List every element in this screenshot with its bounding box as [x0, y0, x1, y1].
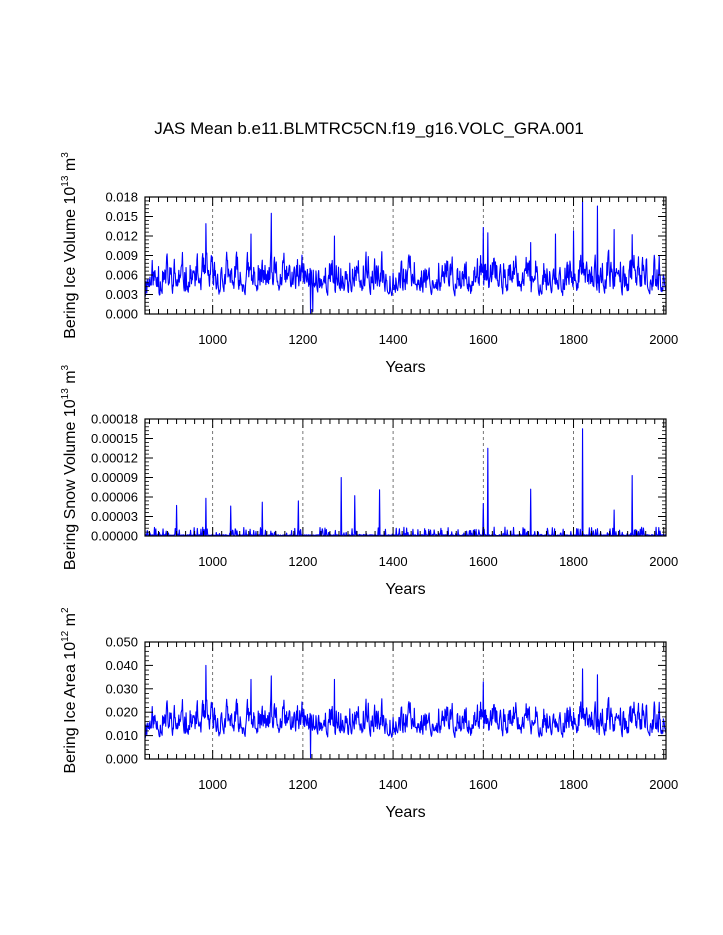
x-tick-label: 2000: [649, 777, 678, 792]
y-tick-label: 0.006: [105, 268, 138, 283]
series-line: [144, 201, 667, 314]
y-label-text: Bering Ice Area 10: [62, 642, 79, 774]
y-label-unit: m: [62, 370, 79, 388]
x-tick-label: 2000: [649, 554, 678, 569]
series-line: [144, 664, 667, 759]
y-tick-label: 0.00000: [91, 529, 138, 544]
y-tick-label: 0.010: [105, 728, 138, 743]
y-tick-label: 0.012: [105, 229, 138, 244]
x-tick-label: 1000: [198, 554, 227, 569]
y-label-exponent: 13: [60, 175, 71, 187]
x-tick-label: 1200: [288, 332, 317, 347]
y-label-unit: m: [62, 613, 79, 631]
y-tick-label: 0.018: [105, 190, 138, 205]
y-tick-label: 0.00003: [91, 509, 138, 524]
panel-snow-volume: 1000 1200 1400 1600 1800 2000 0.00000 0.00003 0.…: [60, 364, 678, 598]
y-axis-label: Bering Ice Volume 1013 m3: [60, 152, 79, 339]
plot-frame: [144, 418, 667, 537]
y-label-exponent: 12: [60, 630, 71, 642]
x-tick-label: 2000: [649, 332, 678, 347]
y-tick-label: 0.050: [105, 635, 138, 650]
y-tick-label: 0.040: [105, 658, 138, 673]
x-tick-label: 1600: [469, 777, 498, 792]
y-tick-label: 0.00006: [91, 490, 138, 505]
y-tick-label: 0.015: [105, 209, 138, 224]
y-tick-label: 0.003: [105, 287, 138, 302]
y-axis-label: Bering Ice Area 1012 m2: [60, 607, 79, 774]
x-tick-label: 1800: [559, 554, 588, 569]
chart-title: JAS Mean b.e11.BLMTRC5CN.f19_g16.VOLC_GR…: [154, 119, 584, 138]
x-tick-label: 1600: [469, 554, 498, 569]
x-axis-label: Years: [385, 581, 425, 598]
y-label-unit-exponent: 3: [60, 152, 71, 158]
x-tick-label: 1800: [559, 332, 588, 347]
panel-ice-volume: 1000 1200 1400 1600 1800 2000 0.000 0.003 0.006 0…: [60, 152, 678, 376]
y-tick-label: 0.00012: [91, 451, 138, 466]
x-tick-label: 1200: [288, 554, 317, 569]
x-tick-label: 1200: [288, 777, 317, 792]
y-tick-label: 0.00015: [91, 431, 138, 446]
y-axis-label: Bering Snow Volume 1013 m3: [60, 364, 79, 570]
x-tick-label: 1400: [379, 332, 408, 347]
y-tick-label: 0.000: [105, 307, 138, 322]
y-label-exponent: 13: [60, 388, 71, 400]
y-label-text: Bering Snow Volume 10: [62, 399, 79, 570]
x-tick-label: 1800: [559, 777, 588, 792]
plot-frame: [144, 641, 667, 760]
x-tick-label: 1400: [379, 554, 408, 569]
plot-frame: [144, 196, 667, 315]
y-label-unit-exponent: 3: [60, 364, 71, 370]
y-tick-label: 0.030: [105, 681, 138, 696]
y-tick-label: 0.020: [105, 705, 138, 720]
y-tick-label: 0.009: [105, 248, 138, 263]
y-label-text: Bering Ice Volume 10: [62, 187, 79, 339]
y-label-unit-exponent: 2: [60, 607, 71, 613]
panel-ice-area: 1000 1200 1400 1600 1800 2000 0.000 0.010 0.020 0…: [60, 607, 678, 821]
x-axis-label: Years: [385, 359, 425, 376]
x-axis-label: Years: [385, 804, 425, 821]
x-tick-label: 1000: [198, 332, 227, 347]
x-tick-label: 1600: [469, 332, 498, 347]
y-tick-label: 0.00018: [91, 412, 138, 427]
y-tick-label: 0.00009: [91, 470, 138, 485]
panels: 1000 1200 1400 1600 1800 2000 0.000 0.003 0.006 0…: [60, 152, 678, 821]
y-tick-label: 0.000: [105, 752, 138, 767]
x-tick-label: 1400: [379, 777, 408, 792]
series-line: [144, 428, 667, 537]
x-tick-label: 1000: [198, 777, 227, 792]
y-label-unit: m: [62, 158, 79, 176]
